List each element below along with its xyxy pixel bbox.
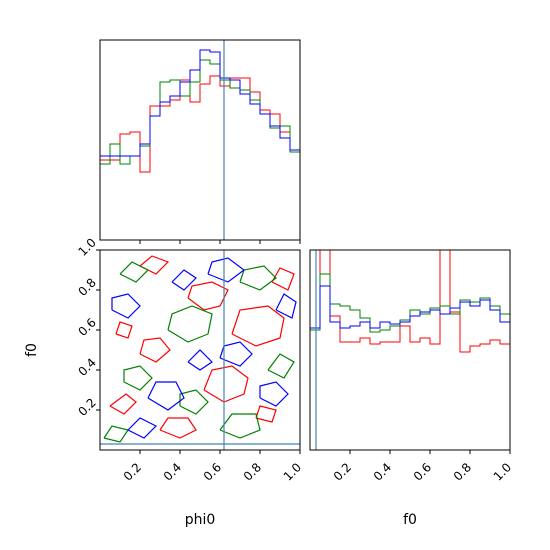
y-tick-label: 0.2 [75,395,98,418]
contour-0-6 [159,417,197,439]
contour-0-4 [231,305,285,347]
contour-2-6 [127,417,158,439]
contour-0-0 [109,393,137,415]
hist-series-1 [310,273,510,333]
y-tick-label: 1.0 [75,235,98,258]
contour-1-0 [119,261,150,283]
contour-0-8 [139,255,170,275]
contour-2-0 [111,293,141,319]
hist-f0-frame [309,249,511,451]
contour-0-9 [271,267,295,291]
hist-phi0-panel [99,39,301,244]
y-tick-label: 0.6 [75,315,98,338]
hist-f0-series-group [310,249,510,353]
contour-2-8 [275,293,297,319]
hist-series-2 [310,285,510,329]
x-tick-label: 1.0 [491,460,514,483]
contour-0-2 [187,281,229,311]
contour-1-6 [267,353,295,379]
y-tick-label: 0.4 [75,355,98,378]
x-tick-label: 1.0 [281,460,304,483]
x-tick-label: 0.4 [161,460,184,483]
x-tick-label: 0.6 [201,460,224,483]
contour-0-7 [255,405,277,423]
x-tick-label: 0.2 [331,460,354,483]
contour-0-3 [203,365,249,403]
contour-1-7 [103,425,129,443]
contour-2-3 [219,341,253,367]
contour-1-4 [239,265,277,291]
hist-f0-x-ticks: 0.2 0.4 0.6 0.8 1.0 [331,450,514,484]
x-tick-label: 0.6 [411,460,434,483]
contour-2-2 [207,257,245,283]
contour-1-3 [123,365,153,391]
hist-series-0 [100,75,300,173]
contour-y-ticks: 0.2 0.4 0.6 0.8 1.0 [75,235,100,419]
hist-series-2 [100,49,300,157]
hist-phi0-series-group [100,49,300,173]
contour-1-2 [219,413,261,439]
contour-2-7 [187,349,213,371]
contour-2-4 [259,381,289,407]
contour-0-1 [139,337,171,363]
contour-frame [99,249,301,451]
x-axis-label-f0: f0 [403,512,417,528]
contour-2-5 [171,269,197,291]
contour-x-ticks: 0.2 0.4 0.6 0.8 1.0 [121,450,304,484]
x-tick-label: 0.8 [241,460,264,483]
hist-phi0-frame [99,39,301,241]
contour-1-1 [167,305,213,343]
x-tick-label: 0.2 [121,460,144,483]
contour-2-1 [147,381,185,411]
y-axis-label-f0: f0 [24,343,40,357]
hist-phi0-ticks [139,240,301,244]
contour-series-group [103,255,297,443]
x-axis-label-phi0: phi0 [185,512,216,528]
x-tick-label: 0.8 [451,460,474,483]
x-tick-label: 0.4 [371,460,394,483]
contour-panel: 0.2 0.4 0.6 0.8 1.0 0.2 0.4 0.6 0.8 1.0 [75,235,304,483]
y-tick-label: 0.8 [75,275,98,298]
hist-series-0 [310,249,510,353]
contour-0-5 [115,321,133,339]
hist-f0-panel: 0.2 0.4 0.6 0.8 1.0 [309,249,514,484]
contour-1-5 [179,389,209,415]
